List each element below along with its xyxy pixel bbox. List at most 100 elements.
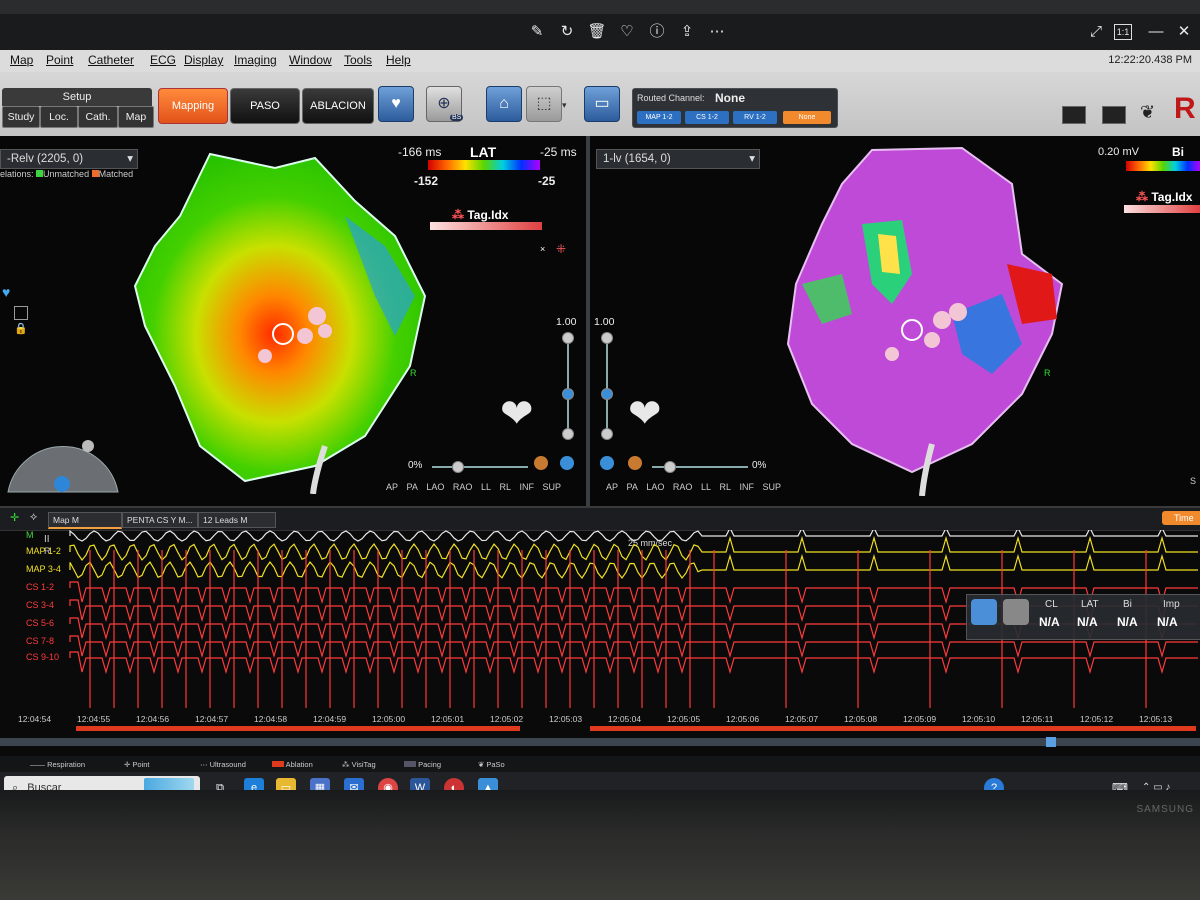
view-sup-button[interactable]: SUP: [762, 482, 782, 492]
channel-label[interactable]: CS 7-8: [26, 636, 55, 646]
left-map-select[interactable]: -Relv (2205, 0) ▾: [0, 149, 138, 169]
view-ap-button[interactable]: AP: [386, 482, 399, 492]
pause-icon[interactable]: II: [44, 534, 50, 545]
fit-icon[interactable]: 1:1: [1114, 24, 1132, 40]
rotate-icon[interactable]: ↻: [560, 23, 574, 40]
menu-window[interactable]: Window: [289, 53, 332, 67]
grid-icon[interactable]: [14, 306, 28, 320]
photos-icon[interactable]: ▲: [478, 778, 498, 790]
cursor-tool-icon[interactable]: ✛: [10, 512, 20, 524]
keyboard-icon[interactable]: ⌨: [1112, 782, 1128, 790]
mapping-button[interactable]: Mapping: [158, 88, 228, 124]
close-icon[interactable]: ✕: [1177, 23, 1191, 40]
lat-3d-map[interactable]: [125, 146, 435, 494]
word-icon[interactable]: W: [410, 778, 430, 790]
chevron-down-icon[interactable]: ▾: [562, 100, 567, 110]
expand-icon[interactable]: ⤢: [1089, 23, 1102, 40]
edge-icon[interactable]: e: [244, 778, 264, 790]
cath-button[interactable]: Cath.: [78, 106, 118, 128]
menu-catheter[interactable]: Catheter: [88, 53, 135, 67]
channel-cs12-button[interactable]: CS 1-2: [685, 111, 729, 124]
slider-plus-icon[interactable]: [562, 332, 574, 344]
channel-rv12-button[interactable]: RV 1-2: [733, 111, 777, 124]
heart-display-icon[interactable]: ♥: [378, 86, 414, 122]
menu-help[interactable]: Help: [386, 53, 411, 67]
view-ll-button[interactable]: LL: [480, 482, 491, 492]
scrollbar-thumb[interactable]: [1046, 737, 1056, 747]
store-icon[interactable]: ▦: [310, 778, 330, 790]
slider-thumb[interactable]: [562, 388, 574, 400]
panel-divider[interactable]: [586, 136, 590, 506]
delete-icon[interactable]: 🗑: [587, 23, 607, 40]
horizontal-slider-thumb[interactable]: [452, 461, 464, 473]
navigation-compass[interactable]: [4, 432, 122, 494]
routed-value[interactable]: None: [715, 91, 745, 105]
horizontal-slider[interactable]: [432, 466, 528, 468]
view-pa-button[interactable]: PA: [626, 482, 638, 492]
favorite-icon[interactable]: ♡: [620, 23, 634, 40]
view-rl-button[interactable]: RL: [499, 482, 511, 492]
folder-icon[interactable]: ▭: [276, 778, 296, 790]
horizontal-slider-thumb[interactable]: [664, 461, 676, 473]
menu-display[interactable]: Display: [184, 53, 224, 67]
timeline-scrollbar[interactable]: [0, 738, 1200, 746]
slider-minus-icon[interactable]: [601, 428, 613, 440]
channel-label[interactable]: CS 9-10: [26, 652, 60, 662]
channel-label[interactable]: CS 1-2: [26, 582, 55, 592]
window-layout-icon[interactable]: ▭: [584, 86, 620, 122]
study-button[interactable]: Study: [2, 106, 40, 128]
time-button[interactable]: Time: [1162, 511, 1200, 525]
signal-group-map-select[interactable]: Map M: [48, 512, 122, 529]
menu-imaging[interactable]: Imaging: [234, 53, 277, 67]
side-heart-icon[interactable]: ♥: [2, 284, 11, 300]
opacity-slider[interactable]: [567, 336, 569, 432]
view-ll-button[interactable]: LL: [700, 482, 711, 492]
target-icon[interactable]: ⊕: [426, 86, 462, 122]
menu-map[interactable]: Map: [10, 53, 34, 67]
menu-ecg[interactable]: ECG: [150, 53, 177, 67]
opacity-slider[interactable]: [606, 336, 608, 432]
view-rao-button[interactable]: RAO: [672, 482, 693, 492]
lasso-icon[interactable]: [1003, 599, 1029, 625]
mail-icon[interactable]: ✉: [344, 778, 364, 790]
close-icon[interactable]: ×: [540, 244, 546, 254]
edit-icon[interactable]: ✎: [530, 23, 544, 40]
view-lao-button[interactable]: LAO: [646, 482, 665, 492]
taskbar-search[interactable]: ⌕ Buscar: [4, 776, 200, 790]
slider-plus-icon[interactable]: [601, 332, 613, 344]
cursor-select-icon[interactable]: ⬚: [526, 86, 562, 122]
right-map-select[interactable]: 1-lv (1654, 0) ▾: [596, 149, 760, 169]
channel-map12-button[interactable]: MAP 1-2: [637, 111, 681, 124]
view-pa-button[interactable]: PA: [406, 482, 418, 492]
info-icon[interactable]: ⓘ: [649, 23, 665, 40]
channel-label[interactable]: MAP 1-2: [26, 546, 61, 556]
voltage-3d-map[interactable]: [782, 144, 1072, 496]
ablacion-button[interactable]: ABLACION: [302, 88, 374, 124]
task-view-icon[interactable]: ⧉: [216, 782, 224, 790]
loc-button[interactable]: Loc.: [40, 106, 78, 128]
channel-label[interactable]: CS 3-4: [26, 600, 55, 610]
channel-label[interactable]: CS 5-6: [26, 618, 55, 628]
horizontal-slider[interactable]: [652, 466, 748, 468]
tray-icons[interactable]: ⌃ ▭ ♪: [1142, 782, 1171, 790]
slider-thumb[interactable]: [601, 388, 613, 400]
view-reset-icon[interactable]: [560, 456, 574, 470]
view-ap-button[interactable]: AP: [606, 482, 619, 492]
app-icon[interactable]: ◐: [444, 778, 464, 790]
view-rao-button[interactable]: RAO: [452, 482, 473, 492]
view-reset-icon[interactable]: [600, 456, 614, 470]
target-icon[interactable]: [971, 599, 997, 625]
lasso-icon[interactable]: ⌂: [486, 86, 522, 122]
view-lao-button[interactable]: LAO: [426, 482, 445, 492]
channel-none-button[interactable]: None: [783, 111, 831, 124]
share-icon[interactable]: ⇪: [680, 23, 694, 40]
signal-group-penta-select[interactable]: PENTA CS Y M...: [122, 512, 198, 528]
channel-label[interactable]: M: [26, 530, 34, 540]
slider-minus-icon[interactable]: [562, 428, 574, 440]
color-ball-icon[interactable]: [628, 456, 642, 470]
chrome-icon[interactable]: ◉: [378, 778, 398, 790]
color-ball-icon[interactable]: [534, 456, 548, 470]
more-icon[interactable]: ⋯: [709, 23, 725, 40]
menu-point[interactable]: Point: [46, 53, 74, 67]
view-sup-button[interactable]: SUP: [542, 482, 562, 492]
